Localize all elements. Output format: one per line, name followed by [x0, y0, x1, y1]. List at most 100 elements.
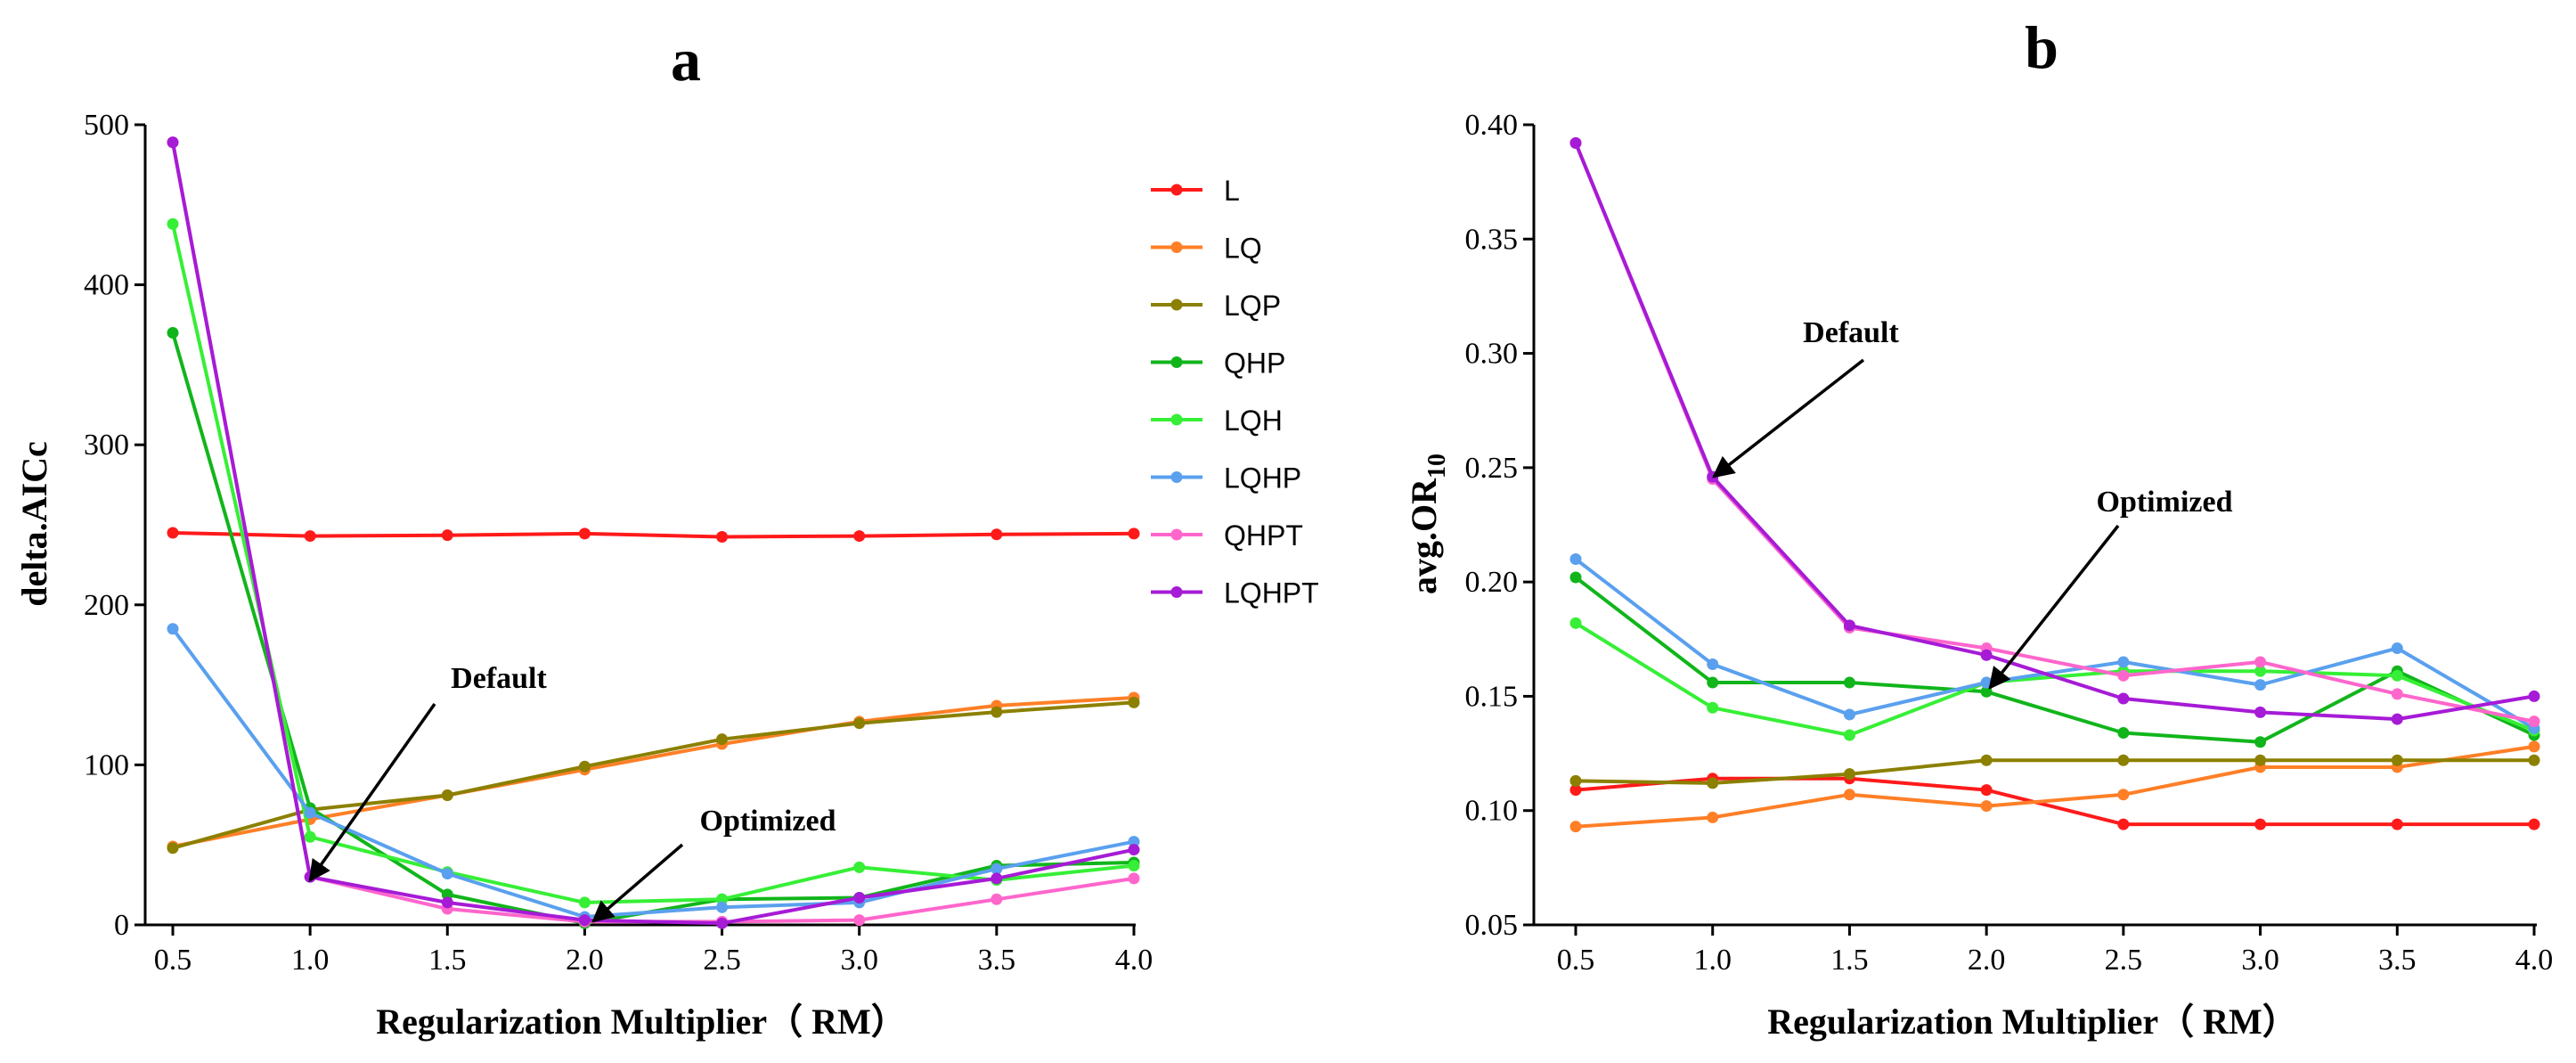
panel-b-x-axis-title: Regularization Multiplier（ RM） — [1767, 1002, 2297, 1042]
panel-a-point-lqp — [167, 842, 179, 854]
panel-b-y-tick-label: 0.30 — [1465, 338, 1519, 371]
legend-label: LQHP — [1224, 462, 1301, 495]
legend-label: LQH — [1224, 405, 1283, 437]
panel-b-point-lqh — [2254, 665, 2267, 677]
panel-b-point-qhpt — [2117, 669, 2130, 682]
panel-a-series-line-qhp — [171, 331, 1135, 926]
panel-a-point-lqp — [853, 717, 866, 730]
panel-b-point-lqhpt — [2528, 690, 2540, 702]
panel-a-ticks: 0 100 200 300 400 500 0.5 1.0 1.5 2.0 2.5 3.0 3.5 4.0 — [84, 109, 1153, 977]
panel-b-point-lqhp — [1707, 658, 1719, 671]
panel-b-y-tick-label: 0.10 — [1465, 795, 1519, 828]
panel-b-series-line-qhpt — [1574, 142, 2535, 724]
panel-b-point-lqh — [1707, 701, 1719, 714]
panel-b-y-tick-label: 0.20 — [1465, 566, 1519, 599]
panel-b-point-lqp — [1707, 777, 1719, 789]
panel-b-point-lq — [1569, 821, 1582, 833]
panel-b-point-qhpt — [2254, 656, 2267, 668]
panel-b-point-lqhpt — [1980, 649, 1993, 661]
panel-a-series-lqhpt — [167, 136, 1140, 929]
panel-a-point-lqhpt — [441, 896, 453, 909]
legend-swatch-marker — [1170, 413, 1183, 426]
panel-b-point-l — [2117, 818, 2130, 830]
legend-item-lqh: LQH — [1151, 405, 1283, 437]
panel-b-series-lqp — [1569, 754, 2540, 789]
panel-a-point-lqhpt — [167, 136, 179, 149]
panel-a-series-line-lq — [172, 696, 1135, 848]
legend-label: LQP — [1224, 290, 1281, 322]
panel-a-point-qhp — [167, 326, 179, 339]
legend-swatch-marker — [1170, 471, 1183, 483]
panel-a-series-l — [167, 527, 1140, 543]
panel-a-series-line-lqp — [172, 700, 1135, 850]
panel-b-series-line-lqhp — [1574, 557, 2536, 731]
panel-b-y-tick-label: 0.35 — [1465, 223, 1519, 256]
panel-b-y-axis-title-main: avg.OR — [1404, 478, 1444, 594]
panel-b-x-tick-label: 3.5 — [2378, 944, 2417, 977]
panel-a-point-lqp — [990, 706, 1003, 718]
panel-b-point-lqhpt — [2254, 706, 2267, 718]
legend-label: LQHPT — [1224, 577, 1319, 609]
panel-b-y-axis-title: avg.OR10 — [1404, 454, 1451, 594]
legend-swatch-marker — [1170, 184, 1183, 196]
panel-b-point-lqh — [1569, 617, 1582, 629]
panel-b-point-lqp — [1569, 774, 1582, 787]
panel-a-point-l — [1128, 527, 1140, 540]
panel-a-y-tick-label: 400 — [84, 269, 129, 302]
panel-a-y-axis-title: delta.AICc — [14, 441, 54, 607]
panel-b-point-lqhp — [1843, 708, 1855, 721]
panel-b-y-tick-label: 0.25 — [1465, 452, 1519, 485]
panel-b-series-lqhpt — [1569, 137, 2540, 725]
panel-a-x-tick-label: 1.5 — [428, 944, 467, 977]
panel-a-x-axis-title: Regularization Multiplier（ RM） — [376, 1002, 906, 1042]
panel-a-point-qhpt — [1128, 872, 1140, 885]
panel-b-point-l — [1980, 784, 1993, 797]
panel-a-point-lqhp — [304, 806, 316, 819]
panel-a-series — [167, 136, 1140, 929]
panel-a-x-tick-label: 2.0 — [566, 944, 604, 977]
panel-a-point-lqp — [716, 733, 729, 746]
legend-swatch-marker — [1170, 528, 1183, 541]
panel-b-x-tick-label: 3.0 — [2241, 944, 2279, 977]
panel-b-series-lqhp — [1569, 552, 2540, 734]
legend-label: L — [1224, 175, 1240, 207]
panel-a-point-lqp — [1128, 696, 1140, 708]
panel-a-x-tick-label: 3.5 — [978, 944, 1016, 977]
panel-b-x-tick-label: 1.5 — [1830, 944, 1869, 977]
panel-a-series-line-qhpt — [171, 142, 1135, 924]
legend-item-qhp: QHP — [1151, 348, 1285, 380]
panel-a-y-tick-label: 500 — [84, 109, 129, 142]
legend-item-lq: LQ — [1151, 233, 1262, 265]
panel-b-series-line-qhp — [1574, 576, 2535, 744]
panel-a-point-lqhpt — [990, 872, 1003, 885]
panel-b-series-qhp — [1569, 571, 2540, 748]
panel-a-point-l — [304, 530, 316, 543]
panel-b-point-lqp — [1843, 768, 1855, 781]
legend-item-lqhpt: LQHPT — [1151, 577, 1319, 609]
panel-a-point-lqh — [304, 830, 316, 843]
panel-b-point-l — [2254, 818, 2267, 830]
panel-b-x-tick-label: 2.5 — [2105, 944, 2143, 977]
legend-item-l: L — [1151, 175, 1240, 207]
panel-a-point-lqh — [853, 861, 866, 873]
panel-b-letter: b — [2025, 13, 2058, 81]
panel-b-series — [1569, 137, 2540, 833]
panel-b-point-qhp — [1707, 676, 1719, 689]
legend-item-lqp: LQP — [1151, 290, 1281, 322]
legend-item-qhpt: QHPT — [1151, 519, 1303, 552]
panel-b-point-lqhp — [2391, 642, 2403, 655]
legend-label: QHPT — [1224, 519, 1303, 552]
panel-b: b 0.05 0.10 0.15 0.20 0.25 0.30 0.35 0.40 0.5 1.0… — [1404, 13, 2553, 1042]
panel-a-series-lqp — [167, 696, 1140, 854]
panel-b-x-tick-label: 4.0 — [2515, 944, 2554, 977]
panel-a-y-tick-label: 300 — [84, 429, 129, 462]
panel-b-point-lqp — [2254, 754, 2267, 766]
panel-b-point-lqhpt — [2391, 713, 2403, 725]
panel-b-point-lqh — [2391, 669, 2403, 682]
panel-a-point-l — [716, 530, 729, 543]
panel-a-annotation-arrow-default — [308, 702, 436, 883]
panel-a-point-lqh — [716, 893, 729, 905]
panel-b-point-lq — [1980, 800, 1993, 813]
panel-b-point-lqhp — [2254, 679, 2267, 691]
